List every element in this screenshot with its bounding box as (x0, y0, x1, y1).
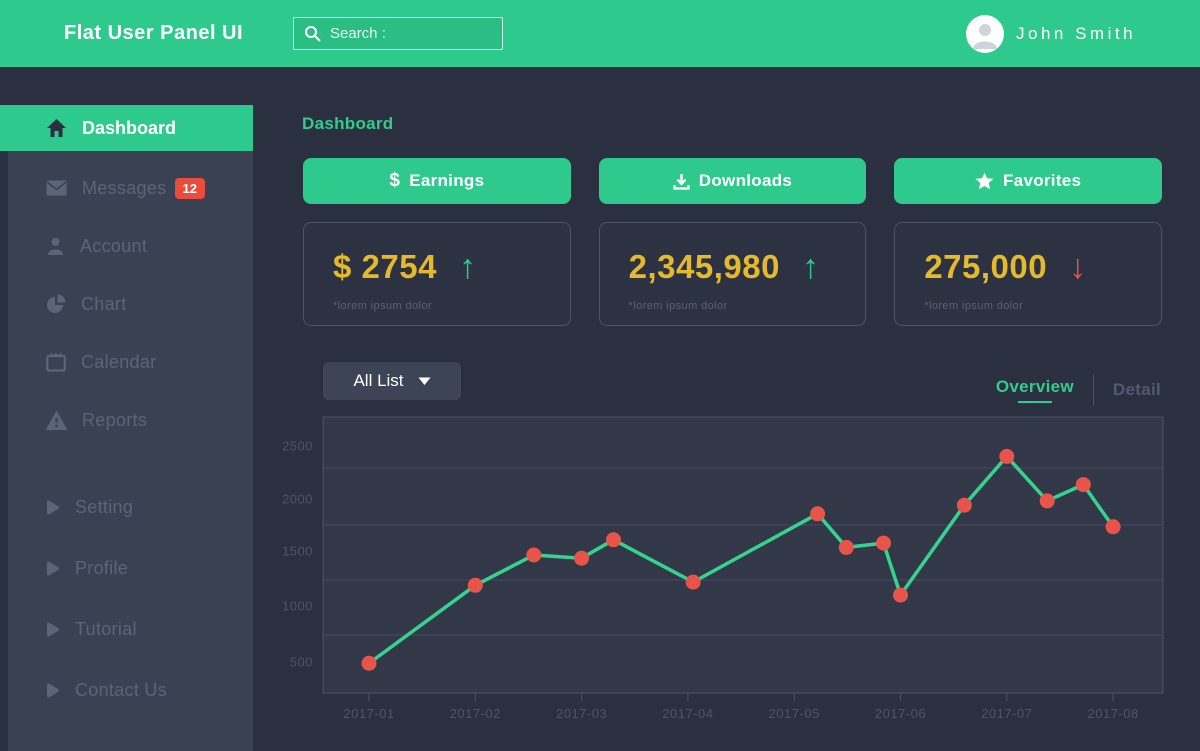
play-icon (46, 622, 60, 637)
home-icon (0, 118, 67, 138)
sidebar-item-calendar[interactable]: Calendar (8, 333, 253, 391)
line-chart-svg: 2500 2000 1500 1000 500 2017-01 2017-02 2017-03… (282, 416, 1164, 721)
svg-text:2017-02: 2017-02 (450, 706, 501, 721)
favorites-stat-card: 275,000 ↓ *lorem ipsum dolor (894, 222, 1162, 326)
sidebar-item-label: Setting (75, 497, 134, 517)
sidebar-item-tutorial[interactable]: Tutorial (8, 599, 253, 660)
svg-text:1500: 1500 (282, 543, 313, 558)
svg-text:2017-04: 2017-04 (662, 706, 713, 721)
sidebar-item-label: Dashboard (82, 117, 177, 138)
tab-detail[interactable]: Detail (1113, 380, 1161, 400)
header: Flat User Panel UI John Smith (0, 0, 1200, 67)
sidebar-item-dashboard[interactable]: Dashboard (0, 105, 253, 151)
envelope-icon (46, 180, 67, 196)
button-label: Favorites (1003, 171, 1082, 190)
person-icon (46, 237, 65, 256)
dropdown-label: All List (353, 371, 404, 390)
stat-value: $ 2754 (333, 248, 437, 285)
earnings-button[interactable]: $ Earnings (303, 158, 571, 204)
app-title: Flat User Panel UI (64, 22, 244, 44)
tab-label: Overview (995, 377, 1074, 396)
trend-up-icon: ↑ (801, 248, 819, 286)
menu-divider-gap (8, 449, 253, 477)
calendar-icon (46, 352, 66, 372)
stat-value: 2,345,980 (628, 248, 780, 285)
favorites-button[interactable]: Favorites (894, 158, 1162, 204)
sidebar-item-label: Profile (75, 558, 129, 578)
sidebar-item-label: Calendar (81, 351, 157, 372)
caret-down-icon (418, 377, 431, 386)
svg-text:2017-06: 2017-06 (875, 706, 926, 721)
play-icon (46, 500, 60, 515)
svg-text:2017-07: 2017-07 (981, 706, 1032, 721)
page-title: Dashboard (302, 114, 394, 133)
earnings-stat-card: $ 2754 ↑ *lorem ipsum dolor (303, 222, 571, 326)
sidebar-item-label: Contact Us (75, 680, 168, 700)
user-menu[interactable]: John Smith (966, 14, 1136, 53)
pie-chart-icon (46, 294, 66, 314)
tab-divider (1092, 375, 1094, 405)
sidebar-item-messages[interactable]: Messages 12 (8, 159, 253, 217)
sidebar-item-label: Tutorial (75, 619, 137, 639)
avatar[interactable] (966, 14, 1004, 53)
stat-note: *lorem ipsum dolor (333, 300, 432, 312)
line-chart: 2500 2000 1500 1000 500 2017-01 2017-02 2017-03… (280, 410, 1180, 745)
sidebar-item-contact-us[interactable]: Contact Us (8, 660, 253, 721)
play-icon (46, 683, 60, 698)
svg-text:2017-01: 2017-01 (343, 706, 394, 721)
sidebar-item-label: Account (80, 235, 148, 256)
button-label: Downloads (698, 171, 793, 190)
svg-text:2017-08: 2017-08 (1087, 706, 1138, 721)
messages-badge: 12 (174, 177, 205, 199)
svg-text:1000: 1000 (282, 598, 313, 613)
svg-text:2500: 2500 (282, 438, 313, 453)
sidebar-menu: Messages 12 Account Chart Calendar (0, 151, 253, 751)
trend-down-icon: ↓ (1069, 248, 1087, 286)
all-list-dropdown[interactable]: All List (323, 362, 461, 400)
tab-label: Detail (1112, 380, 1161, 399)
sidebar-item-label: Reports (82, 409, 148, 430)
search-input[interactable] (330, 25, 529, 42)
view-tabs: Overview Detail (996, 374, 1161, 406)
search-icon (304, 25, 321, 42)
tab-overview[interactable]: Overview (996, 377, 1074, 403)
sidebar-item-label: Messages (82, 177, 167, 198)
sidebar-item-reports[interactable]: Reports (8, 391, 253, 449)
sidebar: Dashboard Messages 12 Account Chart (0, 67, 253, 751)
stat-note: *lorem ipsum dolor (924, 300, 1024, 312)
stat-value: 275,000 (924, 248, 1048, 285)
search-box[interactable] (293, 17, 529, 50)
play-icon (46, 561, 60, 576)
warning-icon (46, 410, 67, 430)
stat-note: *lorem ipsum dolor (628, 300, 728, 312)
download-icon (673, 173, 690, 190)
action-buttons-row: $ Earnings Downloads Favorites (303, 158, 1162, 204)
svg-text:2000: 2000 (282, 491, 313, 506)
sidebar-item-chart[interactable]: Chart (8, 275, 253, 333)
trend-up-icon: ↑ (458, 248, 476, 286)
user-name: John Smith (1016, 23, 1137, 43)
sidebar-item-setting[interactable]: Setting (8, 477, 253, 538)
dollar-icon: $ (389, 170, 401, 191)
star-icon (975, 172, 994, 190)
svg-text:2017-05: 2017-05 (769, 706, 820, 721)
downloads-stat-card: 2,345,980 ↑ *lorem ipsum dolor (598, 222, 867, 326)
downloads-button[interactable]: Downloads (598, 158, 867, 204)
sidebar-item-profile[interactable]: Profile (8, 538, 253, 599)
sidebar-item-account[interactable]: Account (8, 217, 253, 275)
sidebar-item-label: Chart (81, 293, 127, 314)
svg-text:500: 500 (290, 654, 313, 669)
svg-text:2017-03: 2017-03 (556, 706, 607, 721)
stat-cards-row: $ 2754 ↑ *lorem ipsum dolor 2,345,980 ↑ … (303, 222, 1162, 326)
person-silhouette-icon (973, 23, 997, 49)
button-label: Earnings (409, 171, 485, 190)
